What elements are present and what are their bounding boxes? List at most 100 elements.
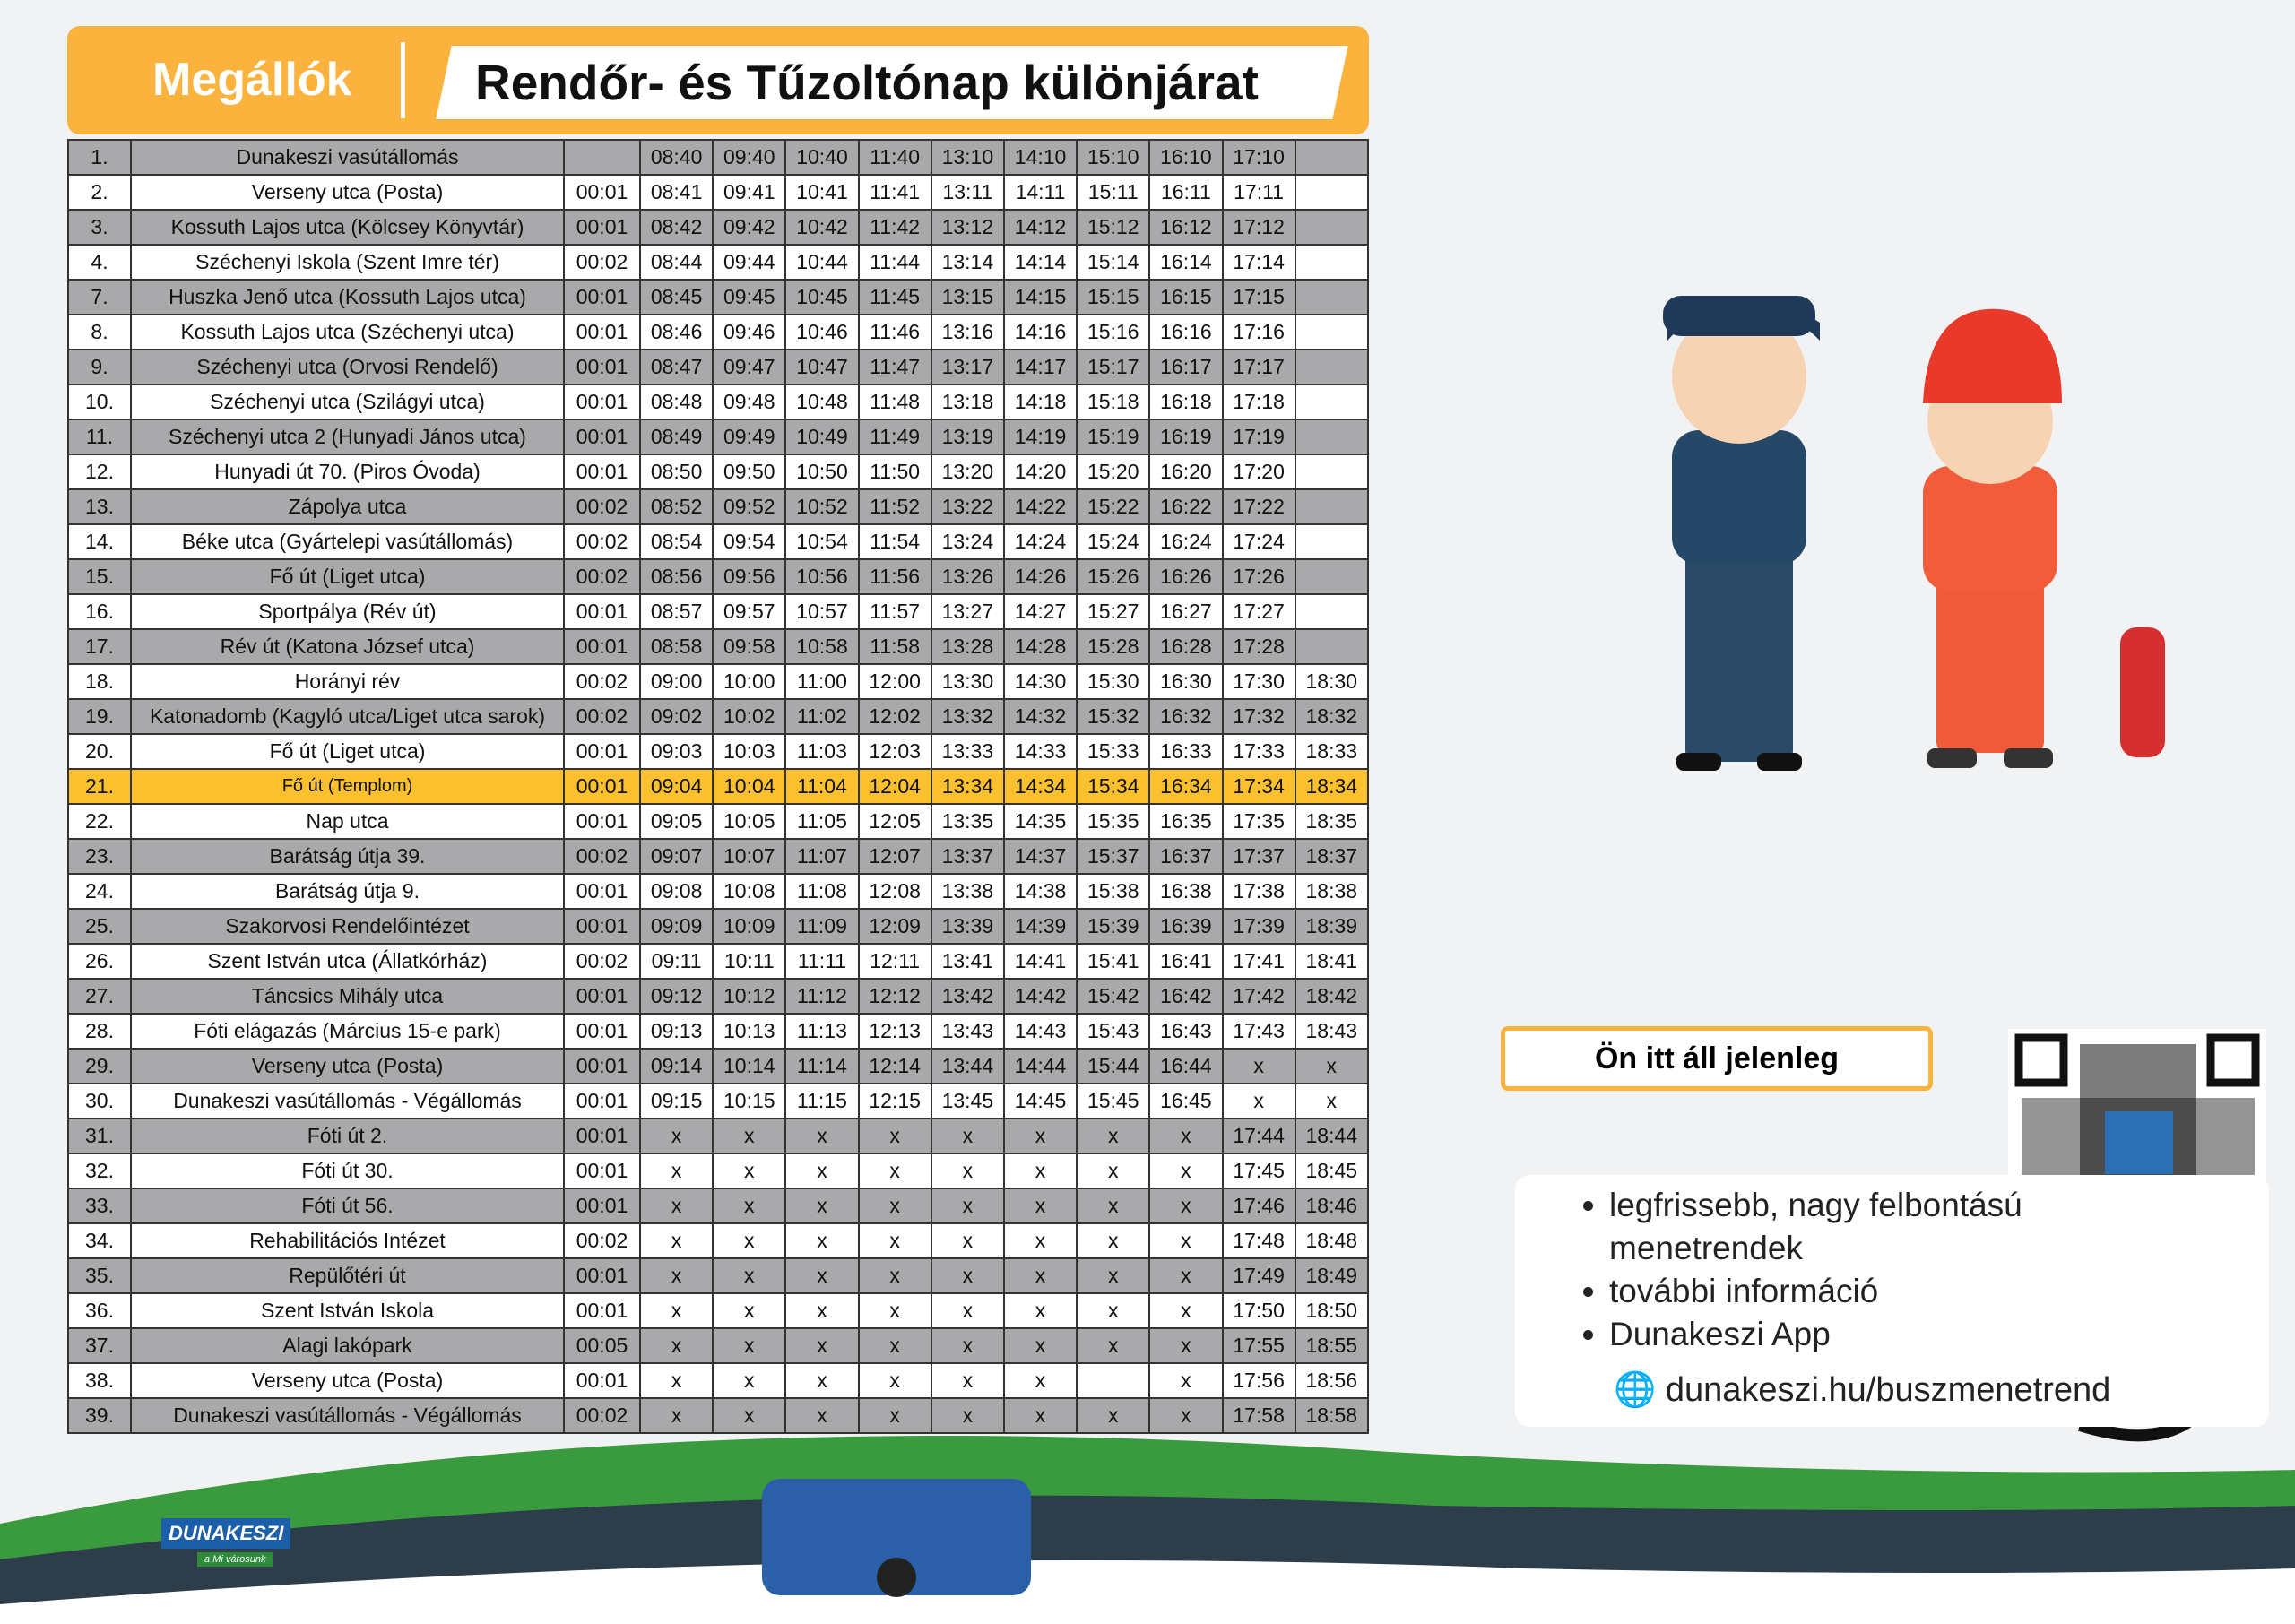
departure: 13:14: [930, 244, 1005, 281]
bullet: legfrissebb, nagy felbontású menetrendek: [1609, 1184, 2075, 1270]
row: 16. Sportpálya (Rév út) 00:01 08:57 09:57 10:…: [67, 593, 1369, 630]
departure: 10:40: [784, 139, 860, 176]
departure: 11:48: [857, 384, 932, 420]
bus: [762, 1479, 1031, 1595]
departure: 16:19: [1148, 419, 1224, 455]
departure: 12:02: [857, 698, 932, 735]
row: 25. Szakorvosi Rendelőintézet 00:01 09:09 10…: [67, 908, 1369, 945]
departure: 15:27: [1076, 593, 1151, 630]
row: 33. Fóti út 56. 00:01 x x x x x x x x 17:46 18:46: [67, 1188, 1369, 1224]
departure: [1294, 628, 1369, 665]
departure: x: [1002, 1257, 1078, 1294]
stop-number: 18.: [67, 663, 132, 700]
departure: 15:24: [1076, 523, 1151, 560]
departure: 11:00: [784, 663, 860, 700]
travel-time: 00:01: [563, 733, 641, 770]
stop-number: 35.: [67, 1257, 132, 1294]
departure: 11:03: [784, 733, 860, 770]
departure: 18:35: [1294, 803, 1369, 840]
departure: 14:12: [1002, 209, 1078, 246]
departure: 10:09: [712, 908, 787, 945]
departure: 13:35: [930, 803, 1005, 840]
row: 21. Fő út (Templom) 00:01 09:04 10:04 11:04 12…: [67, 768, 1369, 805]
departure: 11:50: [857, 454, 932, 490]
url[interactable]: 🌐 dunakeszi.hu/buszmenetrend: [1614, 1371, 2111, 1409]
departure: 09:58: [712, 628, 787, 665]
departure: x: [712, 1292, 787, 1329]
row: 1. Dunakeszi vasútállomás 08:40 09:40 10:40 1…: [67, 139, 1369, 176]
stop-number: 10.: [67, 384, 132, 420]
departure: 17:27: [1221, 593, 1296, 630]
stop-name: Fóti elágazás (Március 15-e park): [130, 1013, 565, 1050]
departure: 15:42: [1076, 978, 1151, 1015]
departure: [1294, 384, 1369, 420]
stop-name: Rév út (Katona József utca): [130, 628, 565, 665]
departure: 10:58: [784, 628, 860, 665]
white-wave: [0, 1560, 2295, 1624]
departure: 16:38: [1148, 873, 1224, 910]
departure: 13:41: [930, 943, 1005, 980]
departure: 09:00: [638, 663, 714, 700]
row: 11. Széchenyi utca 2 (Hunyadi János utca)…: [67, 419, 1369, 455]
departure: 14:39: [1002, 908, 1078, 945]
departure: x: [1148, 1188, 1224, 1224]
departure: 08:42: [638, 209, 714, 246]
departure: x: [1076, 1153, 1151, 1189]
travel-time: 00:05: [563, 1327, 641, 1364]
departure: 08:45: [638, 279, 714, 315]
departure: 14:22: [1002, 488, 1078, 525]
stop-name: Széchenyi utca 2 (Hunyadi János utca): [130, 419, 565, 455]
stop-number: 30.: [67, 1083, 132, 1119]
url-text[interactable]: dunakeszi.hu/buszmenetrend: [1665, 1371, 2111, 1409]
row: 23. Barátság útja 39. 00:02 09:07 10:07 11:07…: [67, 838, 1369, 875]
travel-time: 00:01: [563, 1013, 641, 1050]
stop-name: Dunakeszi vasútállomás: [130, 139, 565, 176]
departure: 11:42: [857, 209, 932, 246]
departure: 16:34: [1148, 768, 1224, 805]
travel-time: 00:01: [563, 1048, 641, 1084]
departure: x: [1294, 1048, 1369, 1084]
departure: 10:04: [712, 768, 787, 805]
departure: 13:10: [930, 139, 1005, 176]
stop-name: Kossuth Lajos utca (Széchenyi utca): [130, 314, 565, 350]
row: 13. Zápolya utca 00:02 08:52 09:52 10:52 11:52…: [67, 488, 1369, 525]
stop-number: 33.: [67, 1188, 132, 1224]
departure: 10:48: [784, 384, 860, 420]
departure: 11:45: [857, 279, 932, 315]
travel-time: [563, 139, 641, 176]
departure: 16:14: [1148, 244, 1224, 281]
stop-name: Táncsics Mihály utca: [130, 978, 565, 1015]
stop-name: Fő út (Liget utca): [130, 558, 565, 595]
row: 28. Fóti elágazás (Március 15-e park) 00:0…: [67, 1013, 1369, 1050]
departure: 12:12: [857, 978, 932, 1015]
row: 2. Verseny utca (Posta) 00:01 08:41 09:41 10:…: [67, 174, 1369, 211]
travel-time: 00:01: [563, 908, 641, 945]
departure: x: [1076, 1118, 1151, 1154]
departure: 08:47: [638, 349, 714, 385]
departure: 17:14: [1221, 244, 1296, 281]
departure: x: [1148, 1118, 1224, 1154]
departure: 11:04: [784, 768, 860, 805]
departure: 11:05: [784, 803, 860, 840]
departure: 08:52: [638, 488, 714, 525]
departure: 14:42: [1002, 978, 1078, 1015]
logo: DUNAKESZI a Mi városunk: [126, 1506, 332, 1586]
departure: [1294, 139, 1369, 176]
stop-name: Szent István utca (Állatkórház): [130, 943, 565, 980]
departure: 18:50: [1294, 1292, 1369, 1329]
departure: x: [638, 1257, 714, 1294]
stop-number: 21.: [67, 768, 132, 805]
departure: 13:27: [930, 593, 1005, 630]
travel-time: 00:02: [563, 838, 641, 875]
departure: 13:37: [930, 838, 1005, 875]
stop-number: 25.: [67, 908, 132, 945]
departure: x: [930, 1153, 1005, 1189]
departure: 15:28: [1076, 628, 1151, 665]
departure: 14:20: [1002, 454, 1078, 490]
departure: 12:15: [857, 1083, 932, 1119]
departure: 13:20: [930, 454, 1005, 490]
stop-name: Fő út (Templom): [130, 768, 565, 805]
departure: x: [712, 1153, 787, 1189]
departure: x: [712, 1257, 787, 1294]
departure: 10:05: [712, 803, 787, 840]
